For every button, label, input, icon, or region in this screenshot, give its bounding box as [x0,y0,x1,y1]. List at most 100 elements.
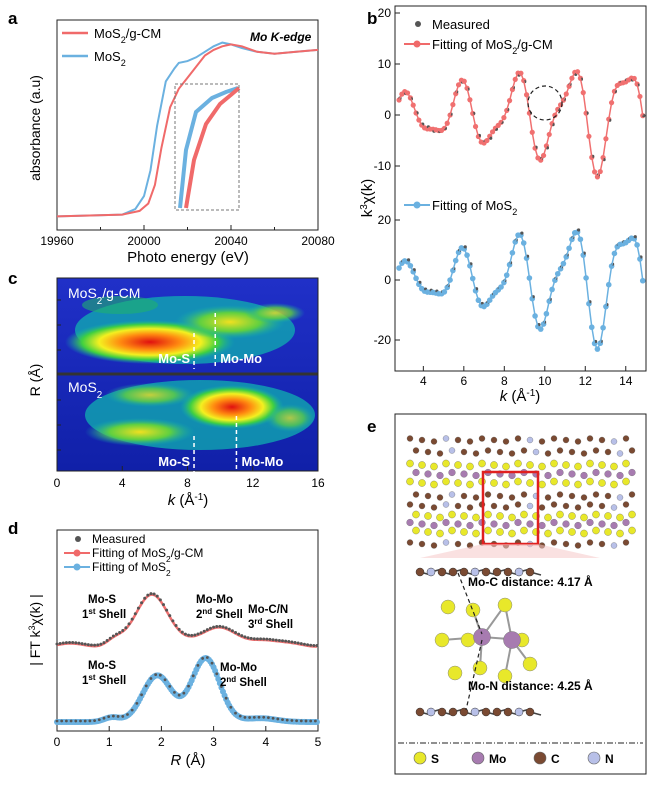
measured-point [309,643,313,647]
measured-point [163,678,167,682]
measured-point [173,690,176,694]
atom [556,510,564,519]
atom [424,512,432,520]
atom [604,448,612,456]
shell-label: 2nd Shell [220,675,267,690]
mo-c-distance: Mo-C distance: 4.17 Å [468,574,593,589]
atom [592,468,600,477]
distance-line [465,639,483,711]
measured-point [201,657,205,660]
x-tick-label: 12 [246,476,260,490]
measured-point [212,625,216,629]
atom [568,448,576,456]
measured-point [71,640,75,644]
measured-point [196,632,200,636]
zoom-projection [420,544,600,558]
atom [424,448,432,456]
atom [586,539,594,546]
shell-label: Mo-Mo [220,662,257,674]
y-tick-label: 20 [378,6,392,20]
measured-point [304,719,308,723]
measured-point [230,629,234,633]
legend-entry: Measured [92,532,145,546]
measured-point [168,684,172,688]
atom [415,707,425,717]
atom [538,480,546,489]
atom [484,510,492,519]
measured-point [174,624,178,628]
measured-point [180,630,184,634]
measured-point [262,637,266,641]
measured-point [79,719,82,723]
atom [448,526,456,535]
atom-s [465,602,481,618]
measured-point [108,636,112,640]
measured-point [136,606,140,610]
x-tick-label: 4 [119,476,126,490]
measured-point [218,624,222,628]
measured-point [191,674,195,678]
atom [598,540,606,548]
atom [436,471,444,480]
atom [481,707,491,717]
atom [550,501,558,508]
atom [454,502,462,510]
crystal-lattice [406,435,636,549]
atom [418,540,426,548]
measured-point [107,715,111,719]
measured-point [299,719,303,723]
measured-point [205,628,209,632]
atom [406,518,414,527]
measured-point [149,677,153,680]
legend-entry: Fitting of MoS2 [432,198,517,217]
atom [436,513,444,522]
atom-s [497,597,513,613]
atom [460,470,468,478]
atom [610,438,618,445]
atom [472,513,480,522]
atom [568,492,576,500]
atom [424,470,432,478]
measured-point [64,641,68,645]
atom [406,477,414,486]
atom-s [522,656,538,672]
x-tick-label: 6 [460,374,467,388]
atom [520,447,528,454]
measured-point [255,637,259,641]
atom [556,468,564,477]
atom [580,471,588,480]
series-line [56,43,319,218]
atom [412,526,420,535]
measured-point [229,705,233,709]
x-tick-label: 1 [106,735,113,749]
y-axis-label: | FT k3χ(k) | [27,594,43,666]
atom [604,528,612,536]
measured-point [271,638,275,642]
annotation-mo-k-edge: Mo K-edge [250,30,312,44]
panel-label-a: a [8,9,18,28]
x-tick-label: 0 [54,735,61,749]
atom [514,435,522,442]
atom [454,540,462,548]
atom [478,459,486,468]
x-tick-label: 12 [579,374,593,388]
measured-point [105,639,109,643]
atom [550,435,558,442]
atom [442,477,450,486]
atom [532,448,540,456]
panel-c: c MoS2/g-CM Mo-S Mo-Mo MoS2 Mo-S Mo-Mo 0 4 8 12 1… [8,269,325,509]
atom [598,479,606,487]
measured-point [281,639,285,643]
atom [598,502,606,510]
panel-label-b: b [367,9,377,28]
measured-point [143,596,147,600]
measured-point [238,714,242,718]
atom-s [472,660,488,676]
x-tick-label: 2 [158,735,165,749]
atom [586,477,594,486]
x-axis-label: R (Å) [170,752,205,769]
measured-point [121,628,125,632]
atom [520,526,528,535]
atom [436,494,444,501]
measured-point [296,641,300,645]
